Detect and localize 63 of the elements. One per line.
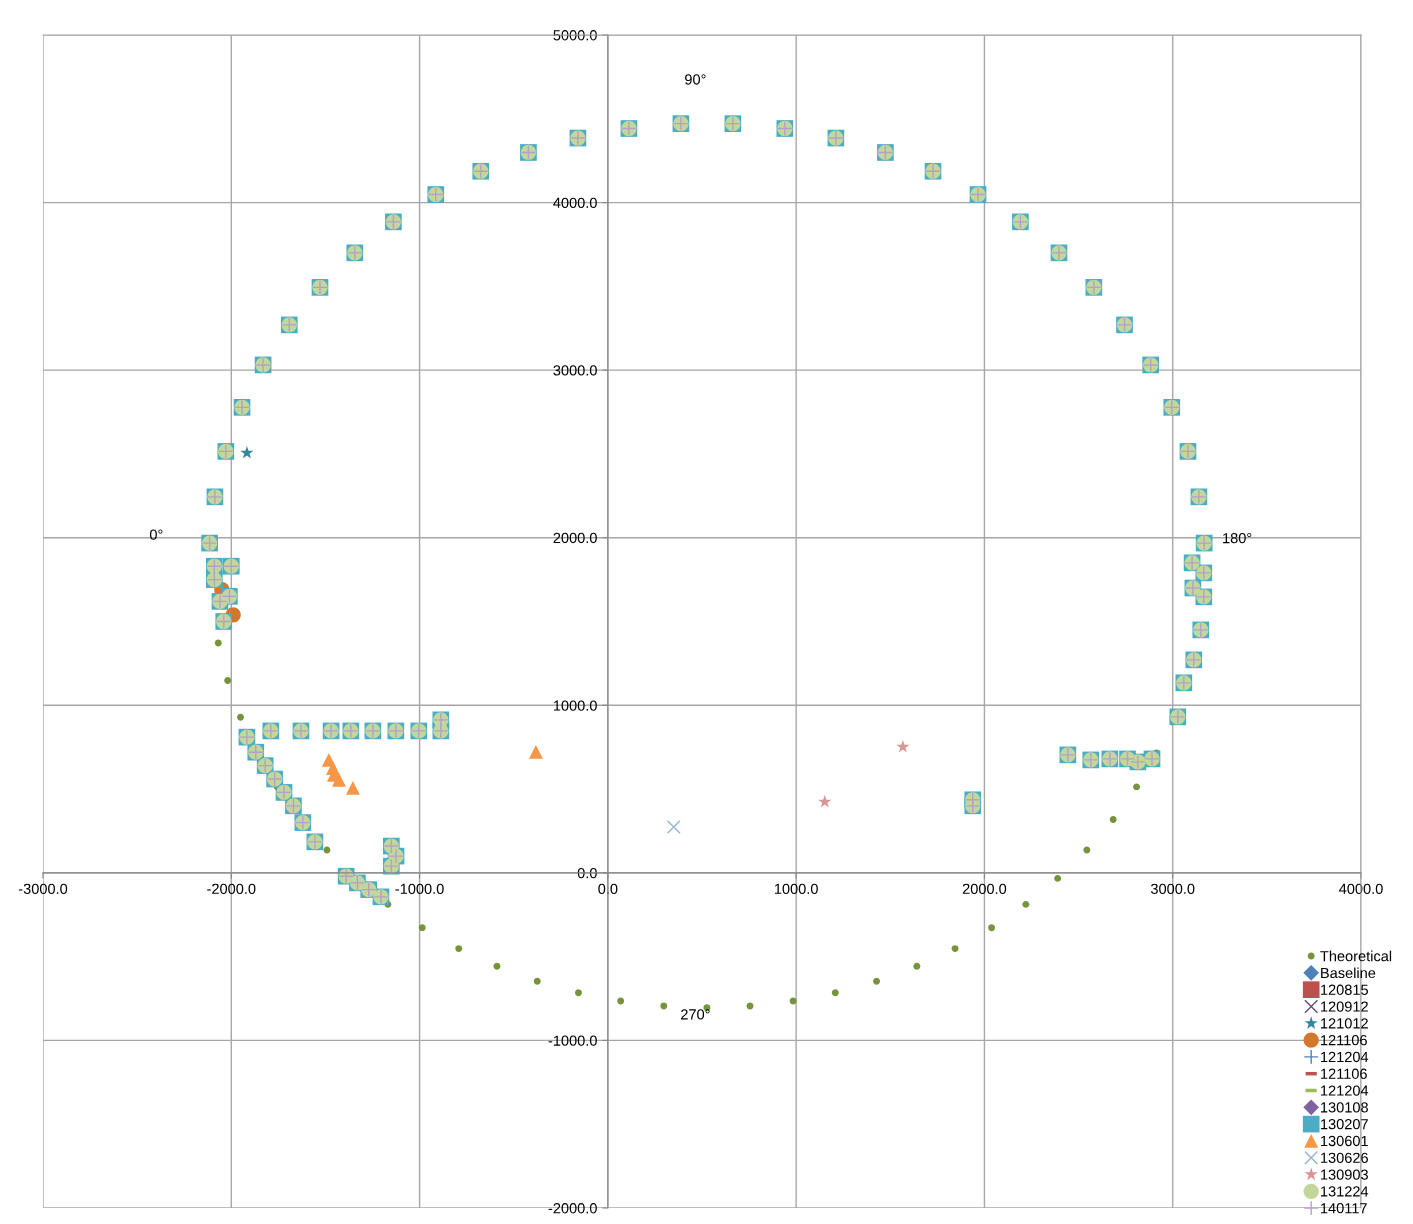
point (214, 639, 222, 647)
point (988, 924, 996, 932)
y-tick-label: -1000.0 (548, 1035, 597, 1046)
y-tick-label: 1000.0 (553, 700, 597, 711)
point (660, 1002, 668, 1010)
x-tick-label: 4000.0 (1339, 883, 1383, 894)
point (1054, 874, 1062, 882)
legend-label: 121204 (1321, 1051, 1369, 1063)
x-tick-label: 2000.0 (962, 883, 1007, 894)
y-tick-label: 0.0 (577, 867, 597, 879)
legend-label: 130108 (1321, 1102, 1368, 1113)
point (896, 739, 910, 753)
x-tick-label: -3000.0 (18, 883, 68, 894)
x-tick-label: 3000.0 (1150, 883, 1195, 894)
point (1083, 846, 1091, 854)
point (617, 997, 625, 1005)
point (533, 977, 541, 985)
legend-label: Theoretical (1320, 950, 1392, 962)
x-tick-label: -2000.0 (207, 883, 256, 894)
y-tick-label: 4000.0 (553, 197, 597, 208)
point (666, 819, 681, 834)
point (1109, 816, 1117, 824)
point (224, 677, 232, 684)
legend-label: 121012 (1321, 1018, 1368, 1029)
legend-label: 130601 (1321, 1135, 1368, 1147)
legend-label: 130626 (1321, 1152, 1368, 1163)
legend-label: 121106 (1321, 1035, 1367, 1046)
point (575, 989, 582, 997)
point (237, 713, 244, 721)
y-tick-label: 2000.0 (553, 532, 597, 544)
annotation: 180° (1223, 532, 1252, 544)
y-tick-label: 3000.0 (553, 365, 597, 376)
legend-label: 131224 (1321, 1186, 1369, 1197)
point (1133, 783, 1141, 791)
point (418, 924, 426, 932)
x-tick-label: 1000.0 (774, 883, 818, 894)
point (493, 962, 501, 970)
legend-label: 120912 (1321, 1001, 1368, 1012)
annotation: 90° (685, 74, 706, 85)
legend-label: 130903 (1321, 1169, 1368, 1180)
annotation: 270° (681, 1009, 710, 1020)
point (913, 962, 921, 970)
point (873, 977, 881, 985)
point (455, 945, 463, 953)
legend-label: 120815 (1321, 984, 1368, 995)
legend-label: 140117 (1321, 1203, 1367, 1214)
point (345, 780, 360, 795)
point (528, 744, 543, 759)
y-tick-label: 5000.0 (553, 30, 597, 41)
x-tick-label: -1000.0 (395, 883, 444, 894)
x-tick-label: 0.0 (598, 883, 618, 894)
legend-label: 130207 (1321, 1119, 1368, 1130)
legend-label: 121106 (1321, 1068, 1367, 1079)
point (240, 445, 254, 459)
annotation: 0° (149, 529, 163, 540)
y-tick-label: -2000.0 (548, 1203, 597, 1214)
point (951, 945, 959, 953)
point (818, 794, 832, 808)
legend-label: 121204 (1321, 1085, 1369, 1096)
legend-label: Baseline (1321, 967, 1376, 979)
point (1022, 900, 1030, 908)
point (831, 989, 839, 997)
point (332, 772, 346, 787)
